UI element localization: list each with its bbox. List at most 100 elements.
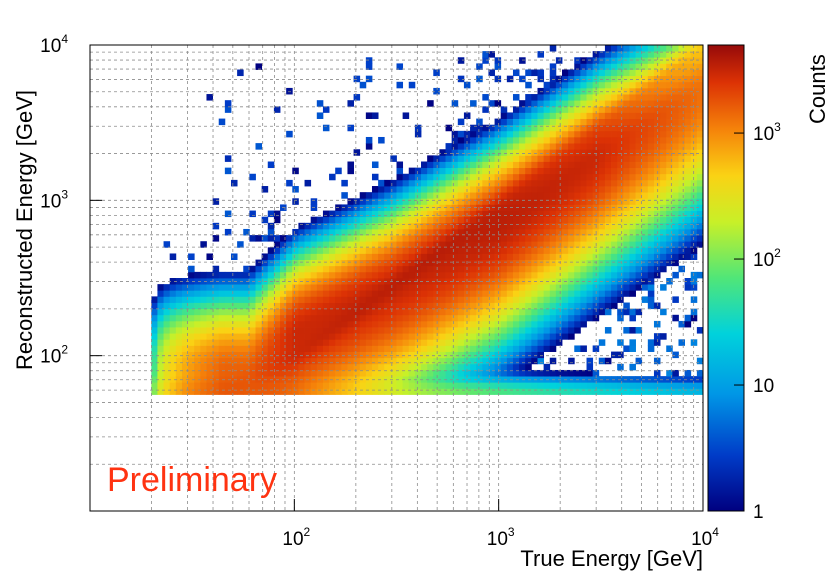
heatmap-cell	[451, 161, 459, 169]
heatmap-cell	[298, 271, 305, 279]
heatmap-cell	[421, 265, 428, 273]
heatmap-cell	[672, 106, 679, 113]
heatmap-cell	[408, 357, 416, 365]
heatmap-cell	[175, 278, 183, 285]
heatmap-cell	[249, 351, 256, 359]
heatmap-cell	[427, 228, 434, 236]
heatmap-cell	[519, 228, 526, 236]
heatmap-cell	[562, 198, 569, 205]
heatmap-cell	[537, 271, 545, 279]
heatmap-cell	[653, 265, 661, 273]
heatmap-cell	[482, 57, 489, 64]
preliminary-label: Preliminary	[107, 461, 277, 499]
heatmap-cell	[684, 130, 692, 138]
heatmap-cell	[310, 253, 318, 260]
heatmap-cell	[525, 265, 532, 273]
heatmap-cell	[586, 296, 594, 303]
heatmap-cell	[280, 345, 287, 352]
heatmap-cell	[470, 320, 477, 328]
heatmap-cell	[175, 369, 183, 377]
heatmap-cell	[163, 363, 171, 371]
heatmap-cell	[537, 333, 545, 340]
heatmap-cell	[476, 369, 483, 377]
heatmap-cell	[555, 320, 563, 328]
heatmap-cell	[537, 87, 545, 95]
heatmap-cell	[163, 357, 171, 365]
heatmap-cell	[335, 210, 342, 218]
heatmap-cell	[329, 222, 336, 230]
heatmap-cell	[611, 210, 618, 218]
heatmap-cell	[482, 94, 489, 101]
heatmap-cell	[537, 290, 545, 297]
heatmap-cell	[298, 363, 305, 371]
heatmap-cell	[414, 357, 422, 365]
heatmap-cell	[666, 247, 673, 254]
heatmap-cell	[408, 345, 416, 352]
heatmap-cell	[482, 186, 489, 193]
heatmap-cell	[439, 302, 446, 310]
heatmap-cell	[617, 284, 624, 291]
heatmap-cell	[647, 186, 655, 193]
heatmap-cell	[329, 363, 336, 371]
heatmap-cell	[672, 228, 679, 236]
heatmap-cell	[421, 351, 428, 359]
heatmap-cell	[445, 149, 453, 156]
heatmap-cell	[439, 290, 446, 297]
heatmap-cell	[378, 345, 385, 352]
heatmap-cell	[359, 351, 367, 359]
heatmap-cell	[371, 173, 379, 181]
heatmap-cell	[249, 302, 256, 310]
heatmap-cell	[592, 136, 600, 144]
heatmap-cell	[500, 296, 508, 303]
heatmap-cell	[353, 94, 361, 101]
heatmap-cell	[414, 345, 422, 352]
heatmap-cell	[476, 278, 483, 285]
heatmap-cell	[353, 351, 361, 359]
heatmap-cell	[525, 192, 532, 199]
heatmap-cell	[188, 327, 195, 334]
heatmap-cell	[316, 296, 324, 303]
heatmap-cell	[592, 167, 600, 175]
heatmap-cell	[451, 388, 459, 395]
heatmap-cell	[286, 339, 293, 346]
heatmap-cell	[476, 186, 483, 193]
heatmap-cell	[506, 216, 514, 224]
heatmap-cell	[604, 124, 612, 132]
heatmap-cell	[433, 357, 440, 365]
heatmap-cell	[310, 247, 318, 254]
heatmap-cell	[506, 235, 514, 242]
heatmap-cell	[396, 320, 404, 328]
heatmap-cell	[439, 363, 446, 371]
heatmap-cell	[273, 308, 281, 316]
heatmap-cell	[157, 314, 164, 322]
heatmap-cell	[267, 228, 275, 236]
heatmap-cell	[512, 265, 520, 273]
heatmap-cell	[433, 235, 440, 242]
heatmap-cell	[696, 216, 703, 224]
heatmap-cell	[341, 327, 348, 334]
heatmap-cell	[402, 339, 410, 346]
heatmap-cell	[359, 253, 367, 260]
heatmap-cell	[549, 100, 557, 107]
heatmap-cell	[365, 57, 373, 64]
heatmap-cell	[653, 179, 661, 187]
heatmap-cell	[592, 155, 600, 162]
heatmap-cell	[439, 247, 446, 254]
heatmap-cell	[365, 271, 373, 279]
heatmap-cell	[580, 167, 587, 175]
heatmap-cell	[476, 271, 483, 279]
heatmap-cell	[519, 265, 526, 273]
heatmap-cell	[678, 149, 686, 156]
heatmap-cell	[562, 106, 569, 113]
heatmap-cell	[175, 351, 183, 359]
heatmap-cell	[457, 345, 465, 352]
heatmap-cell	[224, 369, 232, 377]
heatmap-cell	[451, 186, 459, 193]
heatmap-cell	[555, 57, 563, 64]
heatmap-cell	[660, 222, 667, 230]
heatmap-cell	[629, 161, 636, 169]
heatmap-cell	[457, 155, 465, 162]
heatmap-cell	[427, 314, 434, 322]
heatmap-cell	[237, 357, 244, 365]
heatmap-cell	[635, 69, 643, 77]
